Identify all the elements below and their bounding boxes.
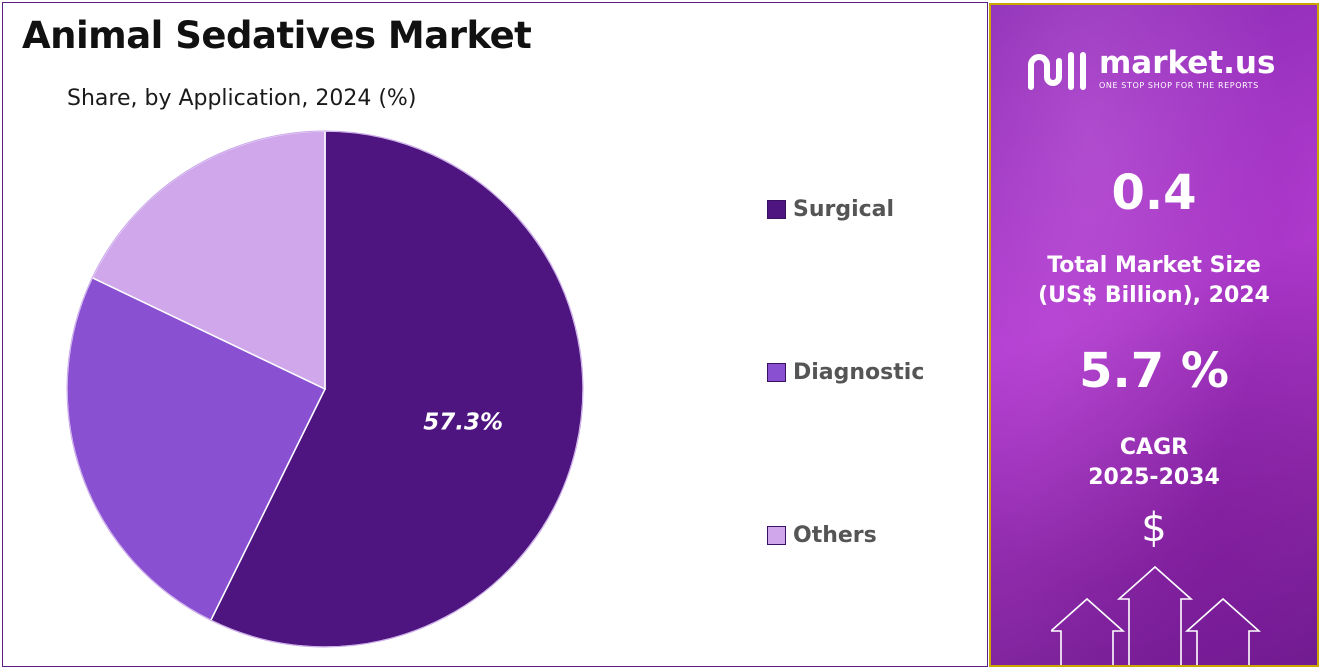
data-label-surgical: 57.3%: [423, 409, 503, 435]
legend-label-surgical: Surgical: [793, 197, 895, 222]
cagr-label-line1: CAGR: [1119, 435, 1189, 460]
pie-chart: 57.3%: [66, 130, 584, 648]
legend-swatch-others: [767, 526, 786, 545]
market-us-logo-icon: [1028, 52, 1086, 90]
legend-item-diagnostic: Diagnostic: [767, 360, 924, 385]
market-size-value: 0.4: [1111, 165, 1197, 221]
brand-tagline: ONE STOP SHOP FOR THE REPORTS: [1099, 81, 1259, 90]
legend-swatch-surgical: [767, 200, 786, 219]
growth-arrows-icon: [1051, 565, 1261, 665]
dollar-icon: $: [1141, 505, 1167, 551]
legend-item-others: Others: [767, 523, 877, 548]
legend-label-diagnostic: Diagnostic: [793, 360, 925, 385]
market-size-label-line2: (US$ Billion), 2024: [1038, 283, 1270, 308]
summary-sidebar: market.us ONE STOP SHOP FOR THE REPORTS …: [989, 3, 1319, 667]
legend-swatch-diagnostic: [767, 363, 786, 382]
brand-name: market.us: [1099, 45, 1276, 81]
chart-title: Animal Sedatives Market: [22, 14, 532, 57]
pie-outline: [66, 130, 584, 648]
chart-subtitle: Share, by Application, 2024 (%): [67, 86, 417, 111]
brand-logo: market.us ONE STOP SHOP FOR THE REPORTS: [1025, 47, 1275, 91]
legend-label-others: Others: [793, 523, 877, 548]
legend-item-surgical: Surgical: [767, 197, 894, 222]
cagr-label-line2: 2025-2034: [1088, 465, 1220, 490]
market-size-label-line1: Total Market Size: [1047, 253, 1261, 278]
cagr-value: 5.7 %: [1079, 343, 1229, 399]
